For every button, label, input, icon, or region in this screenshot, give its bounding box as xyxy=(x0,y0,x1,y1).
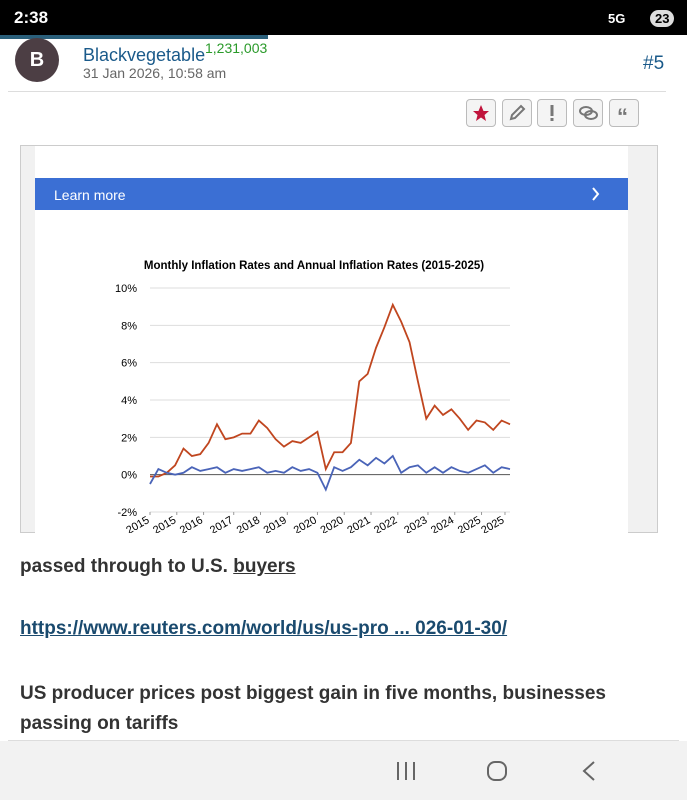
body-text: passed through to U.S. buyers xyxy=(20,556,296,578)
post-number[interactable]: #5 xyxy=(643,53,665,74)
y-tick-label: 4% xyxy=(121,395,137,407)
timestamp: 31 Jan 2026, 10:58 am xyxy=(83,65,227,81)
network: 5G xyxy=(608,11,626,26)
battery: 23 xyxy=(650,10,675,27)
bubbles xyxy=(579,106,598,120)
ad-bar[interactable] xyxy=(35,178,628,210)
progress xyxy=(0,35,268,39)
divider xyxy=(8,740,679,741)
report-button[interactable] xyxy=(537,99,567,127)
status-bar: 2:38 5G 23 xyxy=(0,0,687,35)
nav-icons xyxy=(397,761,595,781)
y-tick-label: 8% xyxy=(121,320,137,332)
avatar[interactable]: B xyxy=(15,38,59,82)
y-tick-label: -2% xyxy=(117,507,137,519)
username[interactable]: Blackvegetable xyxy=(83,45,206,65)
nav-bar xyxy=(0,741,687,800)
ad-button-text[interactable]: Learn more xyxy=(54,187,126,203)
time: 2:38 xyxy=(14,8,49,27)
y-tick-label: 6% xyxy=(121,358,137,370)
y-tick-label: 10% xyxy=(115,283,137,295)
chart-title: Monthly Inflation Rates and Annual Infla… xyxy=(144,260,484,272)
divider xyxy=(8,91,666,92)
underlined-word: buyers xyxy=(233,556,296,577)
series-line xyxy=(150,302,511,478)
quote: “ xyxy=(617,104,628,129)
chevron xyxy=(592,187,600,201)
like-button[interactable] xyxy=(466,99,496,127)
svg-text:“: “ xyxy=(617,104,628,126)
article-link[interactable]: https://www.reuters.com/world/us/us-pro … xyxy=(20,618,508,639)
reply-button[interactable] xyxy=(573,99,603,127)
pencil xyxy=(509,104,526,121)
points: 1,231,003 xyxy=(205,40,268,56)
y-tick-label: 0% xyxy=(121,470,137,482)
chart-image: Learn more Monthly Inflation Rates and A… xyxy=(20,145,658,533)
star xyxy=(473,105,489,121)
exclaim xyxy=(550,105,554,121)
quote-button[interactable]: “ xyxy=(609,99,639,129)
ad-panel xyxy=(35,146,628,533)
headline: US producer prices post biggest gain in … xyxy=(20,683,606,734)
series-line xyxy=(149,454,511,492)
edit-button[interactable] xyxy=(502,99,532,127)
y-tick-label: 2% xyxy=(121,432,137,444)
body-text-start: passed through to U.S. xyxy=(20,556,234,577)
